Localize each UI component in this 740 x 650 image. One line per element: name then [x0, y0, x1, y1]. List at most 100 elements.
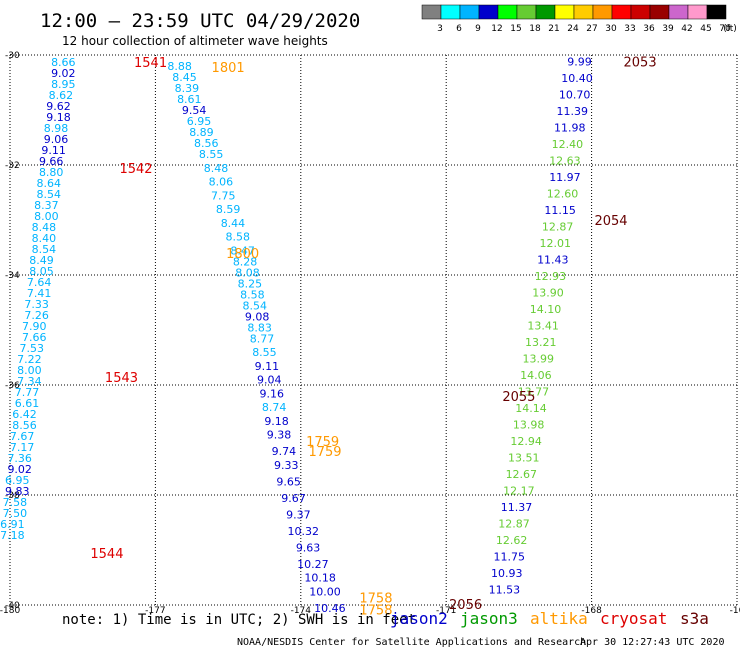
swh-value: 12.67 — [506, 468, 538, 481]
swh-value: 9.38 — [267, 429, 292, 442]
scale-label: 18 — [529, 24, 541, 34]
scale-label: 39 — [662, 24, 674, 34]
wave-height-marks: 8.669.028.958.629.629.188.989.069.119.66… — [0, 56, 593, 615]
swh-value: 8.98 — [44, 122, 69, 135]
swh-value: 10.00 — [309, 585, 341, 598]
swh-value: 8.74 — [262, 401, 287, 414]
scale-swatch — [440, 4, 461, 20]
swh-value: 10.70 — [559, 89, 591, 102]
y-tick-label: -32 — [5, 161, 20, 171]
scale-label: 21 — [548, 24, 559, 34]
swh-value: 8.45 — [172, 71, 197, 84]
swh-value: 9.63 — [296, 541, 321, 554]
footer-timestamp: Apr 30 12:27:43 UTC 2020 — [580, 637, 725, 648]
pass-time: 1800 — [226, 247, 259, 262]
swh-value: 7.90 — [22, 320, 47, 333]
plot-grid — [9, 54, 738, 606]
swh-value: 8.80 — [39, 166, 64, 179]
swh-value: 8.66 — [51, 56, 76, 69]
swh-value: 9.65 — [276, 475, 301, 488]
swh-value: 11.39 — [556, 105, 588, 118]
swh-value: 11.98 — [554, 122, 586, 135]
swh-value: 7.17 — [10, 441, 35, 454]
scale-swatch — [668, 4, 689, 20]
swh-value: 9.74 — [272, 445, 297, 458]
pass-time: 1759 — [308, 445, 341, 460]
swh-value: 8.08 — [235, 266, 260, 279]
pass-time: 2053 — [624, 56, 657, 71]
swh-value: 10.18 — [304, 572, 336, 585]
swh-value: 7.75 — [211, 189, 236, 202]
swh-value: 12.60 — [547, 188, 579, 201]
swh-value: 12.93 — [535, 270, 567, 283]
swh-value: 8.59 — [216, 203, 241, 216]
swh-value: 9.67 — [281, 492, 306, 505]
scale-swatch — [706, 4, 727, 20]
scale-label: 27 — [586, 24, 597, 34]
pass-time: 1758 — [359, 591, 392, 606]
swh-value: 10.32 — [287, 525, 319, 538]
swh-value: 13.98 — [513, 419, 545, 432]
swh-value: 9.54 — [182, 104, 207, 117]
swh-value: 8.05 — [29, 265, 54, 278]
scale-swatch — [649, 4, 670, 20]
swh-value: 11.37 — [501, 501, 533, 514]
scale-swatch — [592, 4, 613, 20]
swh-value: 8.25 — [238, 277, 263, 290]
swh-value: 9.16 — [259, 387, 284, 400]
swh-value: 6.61 — [15, 397, 40, 410]
swh-value: 8.06 — [209, 176, 234, 189]
swh-value: 9.99 — [567, 56, 592, 69]
pass-time: 2056 — [449, 598, 482, 613]
swh-value: 8.00 — [17, 364, 42, 377]
swh-value: 14.14 — [515, 402, 547, 415]
swh-value: 11.53 — [489, 584, 521, 597]
scale-swatch — [459, 4, 480, 20]
pass-time: 1541 — [134, 56, 167, 71]
swh-value: 12.17 — [503, 485, 535, 498]
swh-value: 7.53 — [20, 342, 45, 355]
swh-value: 8.54 — [37, 188, 62, 201]
swh-value: 9.11 — [255, 360, 280, 373]
footer-credit: NOAA/NESDIS Center for Satellite Applica… — [237, 637, 586, 648]
swh-value: 8.61 — [177, 93, 202, 106]
scale-swatch — [535, 4, 556, 20]
scale-label: 3 — [437, 24, 443, 34]
scale-label: 6 — [456, 24, 462, 34]
y-tick-label: -34 — [5, 271, 20, 281]
footer-note: note: 1) Time is in UTC; 2) SWH is in fe… — [62, 612, 416, 628]
swh-value: 7.26 — [24, 309, 49, 322]
pass-time: 1801 — [212, 61, 245, 76]
swh-value: 9.11 — [41, 144, 66, 157]
swh-value: 13.77 — [518, 386, 550, 399]
y-tick-label: -30 — [5, 51, 20, 61]
swh-value: 8.37 — [34, 199, 59, 212]
swh-value: 7.41 — [27, 287, 52, 300]
scale-label: 42 — [681, 24, 692, 34]
swh-value: 8.56 — [194, 137, 219, 150]
pass-time: 1543 — [105, 371, 138, 386]
pass-time: 1759 — [306, 435, 339, 450]
swh-value: 9.66 — [39, 155, 64, 168]
swh-value: 7.22 — [17, 353, 42, 366]
pass-time: 1542 — [119, 162, 152, 177]
swh-value: 8.89 — [189, 126, 214, 139]
scale-swatch — [611, 4, 632, 20]
x-tick-label: -174 — [291, 606, 312, 616]
swh-value: 14.06 — [520, 369, 552, 382]
scale-swatch — [516, 4, 537, 20]
scale-label: 70 — [719, 24, 731, 34]
swh-value: 8.56 — [12, 419, 37, 432]
swh-value: 12.01 — [540, 237, 572, 250]
pass-time: 2055 — [502, 390, 535, 405]
chart-title: 12:00 – 23:59 UTC 04/29/2020 — [40, 10, 360, 32]
scale-swatch — [497, 4, 518, 20]
scale-label: 24 — [567, 24, 579, 34]
swh-value: 8.77 — [250, 332, 275, 345]
scale-label: 36 — [643, 24, 655, 34]
swh-value: 6.95 — [5, 474, 30, 487]
y-tick-label: -36 — [5, 381, 20, 391]
swh-value: 9.06 — [44, 133, 69, 146]
scale-swatch — [421, 4, 442, 20]
